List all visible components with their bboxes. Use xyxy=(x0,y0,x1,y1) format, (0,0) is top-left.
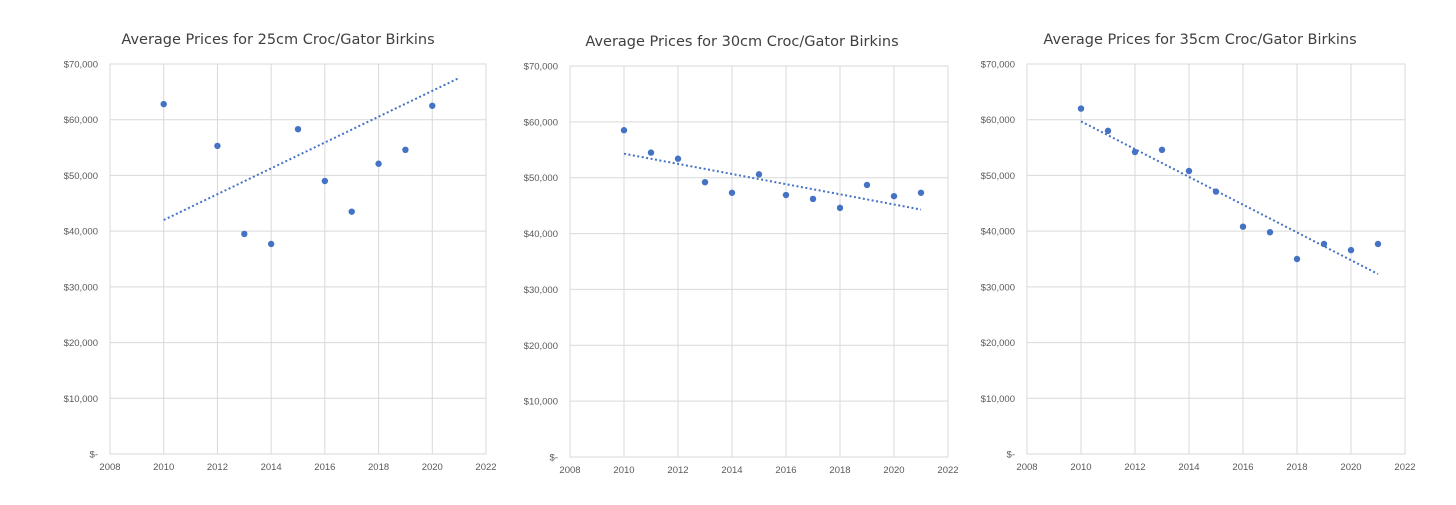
y-tick-label: $10,000 xyxy=(981,394,1015,405)
y-tick-label: $30,000 xyxy=(524,285,558,296)
chart-title: Average Prices for 35cm Croc/Gator Birki… xyxy=(1043,32,1356,48)
data-point xyxy=(1077,105,1085,112)
y-tick-label: $40,000 xyxy=(981,227,1015,238)
chart-title: Average Prices for 25cm Croc/Gator Birki… xyxy=(121,32,434,48)
x-tick-label: 2018 xyxy=(368,462,389,473)
data-point xyxy=(1104,127,1112,135)
y-tick-label: $70,000 xyxy=(524,62,558,73)
y-tick-label: $30,000 xyxy=(981,282,1015,293)
data-point xyxy=(620,127,628,134)
data-point xyxy=(782,191,790,199)
data-point xyxy=(836,204,844,212)
data-point xyxy=(267,240,275,248)
x-tick-label: 2012 xyxy=(1124,462,1145,473)
data-point xyxy=(1212,188,1220,195)
y-tick-label: $50,000 xyxy=(981,171,1015,182)
x-tick-label: 2022 xyxy=(937,465,958,476)
data-point xyxy=(809,195,817,203)
x-tick-label: 2010 xyxy=(153,462,174,473)
x-tick-label: 2016 xyxy=(775,465,796,476)
x-tick-label: 2008 xyxy=(559,465,580,476)
x-tick-label: 2018 xyxy=(829,465,850,476)
data-point xyxy=(1320,240,1328,248)
y-tick-label: $70,000 xyxy=(981,60,1015,71)
trendline xyxy=(623,152,922,211)
data-point xyxy=(160,100,167,108)
data-point xyxy=(375,160,382,167)
x-tick-label: 2012 xyxy=(207,462,228,473)
y-tick-label: $40,000 xyxy=(64,227,98,238)
data-point xyxy=(241,230,248,238)
x-tick-label: 2016 xyxy=(314,462,335,473)
plot-area xyxy=(569,65,949,458)
data-point xyxy=(321,177,329,185)
data-point xyxy=(214,142,221,150)
plot-area xyxy=(109,63,487,455)
y-tick-label: $- xyxy=(1007,450,1015,461)
data-point xyxy=(1293,255,1301,263)
y-tick-label: $30,000 xyxy=(64,282,98,293)
data-point xyxy=(348,208,355,215)
data-point xyxy=(863,181,871,189)
x-tick-label: 2014 xyxy=(1178,462,1199,473)
chart-2: Average Prices for 30cm Croc/Gator Birki… xyxy=(524,34,959,476)
x-tick-label: 2018 xyxy=(1286,462,1307,473)
y-tick-label: $60,000 xyxy=(524,117,558,128)
data-point xyxy=(1239,223,1247,230)
data-point xyxy=(1347,246,1355,254)
data-point xyxy=(701,178,709,186)
y-tick-label: $60,000 xyxy=(64,115,98,126)
x-tick-label: 2020 xyxy=(422,462,443,473)
data-point xyxy=(294,125,302,133)
y-tick-label: $60,000 xyxy=(981,115,1015,126)
plot-area xyxy=(1026,63,1406,455)
y-tick-label: $70,000 xyxy=(64,60,98,71)
data-point xyxy=(674,155,682,162)
data-point xyxy=(1374,240,1382,248)
x-tick-label: 2020 xyxy=(883,465,904,476)
data-point xyxy=(647,149,655,156)
data-point xyxy=(890,192,898,200)
trendline xyxy=(163,77,460,221)
x-tick-label: 2010 xyxy=(1070,462,1091,473)
y-tick-label: $10,000 xyxy=(524,397,558,408)
x-tick-label: 2022 xyxy=(1394,462,1415,473)
y-tick-label: $- xyxy=(90,450,98,461)
y-tick-label: $20,000 xyxy=(524,341,558,352)
chart-3: Average Prices for 35cm Croc/Gator Birki… xyxy=(981,32,1416,473)
y-tick-label: $50,000 xyxy=(524,173,558,184)
x-tick-label: 2014 xyxy=(721,465,742,476)
data-point xyxy=(1158,146,1166,153)
x-tick-label: 2008 xyxy=(1016,462,1037,473)
y-tick-label: $40,000 xyxy=(524,229,558,240)
data-point xyxy=(1185,167,1193,175)
y-tick-label: $20,000 xyxy=(981,338,1015,349)
data-point xyxy=(728,189,736,196)
x-tick-label: 2012 xyxy=(667,465,688,476)
data-point xyxy=(1131,148,1139,156)
x-tick-label: 2016 xyxy=(1232,462,1253,473)
x-tick-label: 2014 xyxy=(261,462,282,473)
data-point xyxy=(755,171,763,178)
x-tick-label: 2008 xyxy=(99,462,120,473)
data-point xyxy=(917,189,925,196)
data-point xyxy=(402,146,409,153)
x-tick-label: 2022 xyxy=(475,462,496,473)
chart-1: Average Prices for 25cm Croc/Gator Birki… xyxy=(64,32,497,473)
x-tick-label: 2020 xyxy=(1340,462,1361,473)
x-tick-label: 2010 xyxy=(613,465,634,476)
y-tick-label: $10,000 xyxy=(64,394,98,405)
data-point xyxy=(1266,229,1274,236)
y-tick-label: $- xyxy=(550,453,558,464)
y-tick-label: $20,000 xyxy=(64,338,98,349)
chart-title: Average Prices for 30cm Croc/Gator Birki… xyxy=(585,34,898,50)
y-tick-label: $50,000 xyxy=(64,171,98,182)
data-point xyxy=(429,102,436,109)
trendline xyxy=(1080,120,1379,275)
